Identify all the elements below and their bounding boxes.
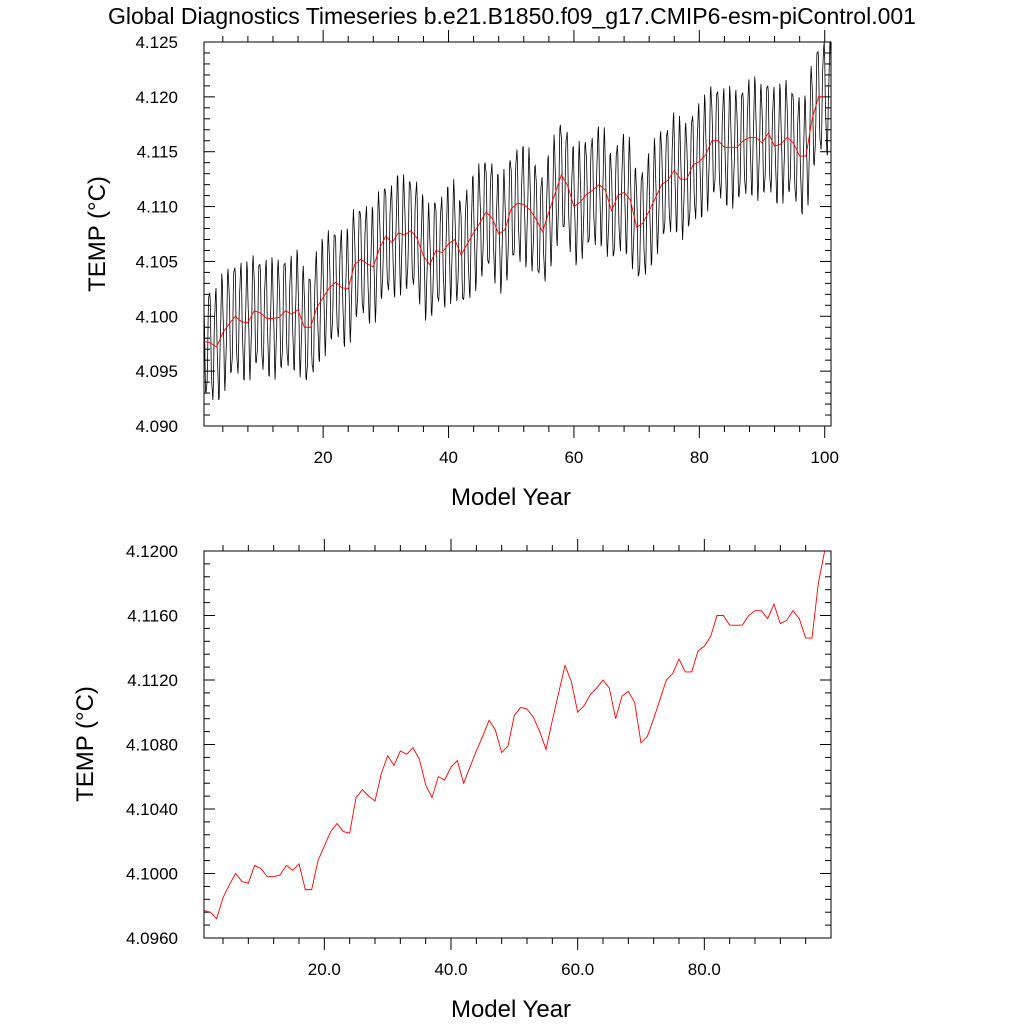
y-tick-label: 4.115	[137, 143, 178, 162]
y-tick-label: 4.1200	[126, 542, 178, 561]
bottom-y-axis-label: TEMP (°C)	[72, 686, 99, 802]
y-tick-label: 4.095	[135, 362, 178, 381]
figure-title: Global Diagnostics Timeseries b.e21.B185…	[108, 3, 916, 29]
y-tick-label: 4.1080	[126, 736, 178, 755]
top-x-axis-label: Model Year	[451, 484, 571, 511]
x-tick-label: 80	[690, 448, 709, 467]
bottom-plot-frame	[203, 550, 832, 939]
y-tick-label: 4.1000	[126, 865, 178, 884]
x-tick-label: 20	[314, 448, 333, 467]
top-annual-series-line	[203, 96, 825, 348]
y-tick-label: 4.1040	[126, 800, 178, 819]
bottom-annual-series-line	[203, 550, 831, 920]
y-tick-label: 4.100	[135, 307, 178, 326]
top-panel: 4.090 4.095 4.100 4.105 4.110 4.115 4.120 4.125…	[84, 30, 839, 511]
bottom-panel: 4.0960 4.1000 4.1040 4.1080 4.1120 4.1160 4.12…	[72, 539, 832, 1023]
x-tick-label: 40.0	[434, 960, 467, 979]
y-tick-label: 4.105	[135, 252, 178, 271]
top-plot-frame	[203, 41, 832, 427]
y-tick-label: 4.125	[135, 33, 178, 52]
top-y-tick-labels: 4.090 4.095 4.100 4.105 4.110 4.115 4.120 4.125	[135, 33, 178, 436]
y-tick-label: 4.0960	[126, 929, 178, 948]
top-x-tick-labels: 20 40 60 80 100	[314, 448, 839, 467]
y-tick-label: 4.1120	[127, 671, 178, 690]
y-tick-label: 4.110	[137, 198, 178, 217]
bottom-y-tick-labels: 4.0960 4.1000 4.1040 4.1080 4.1120 4.1160 4.12…	[126, 542, 178, 948]
x-tick-label: 60.0	[561, 960, 594, 979]
x-tick-label: 40	[439, 448, 458, 467]
bottom-x-axis-label: Model Year	[451, 996, 571, 1023]
y-tick-label: 4.090	[135, 417, 178, 436]
x-tick-label: 60	[564, 448, 583, 467]
top-y-axis-label: TEMP (°C)	[84, 176, 111, 292]
bottom-x-tick-labels: 20.0 40.0 60.0 80.0	[308, 960, 721, 979]
bottom-axis-ticks	[204, 539, 831, 950]
x-tick-label: 100	[811, 448, 839, 467]
x-tick-label: 80.0	[688, 960, 721, 979]
y-tick-label: 4.120	[135, 88, 178, 107]
top-monthly-series-line	[203, 41, 832, 401]
top-axis-ticks	[204, 30, 831, 438]
x-tick-label: 20.0	[308, 960, 341, 979]
y-tick-label: 4.1160	[127, 607, 178, 626]
